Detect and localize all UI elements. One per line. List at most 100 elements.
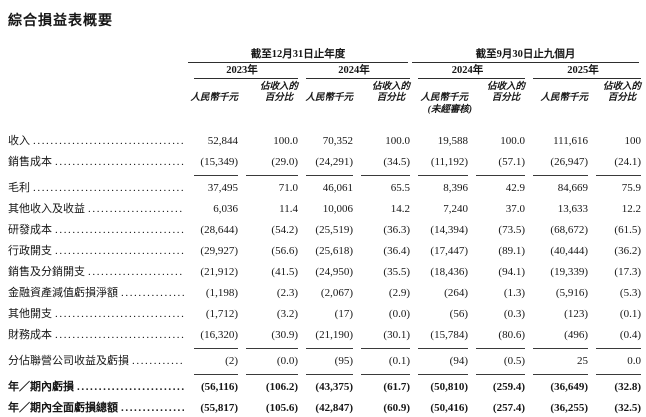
column-rule [596, 348, 641, 349]
table-row: 其他開支 (1,712) (3.2) (17) (0.0) (56) (0.3) (123)… [8, 304, 646, 325]
table-header: 截至12月31日止年度 2023年 人民幣千元 佔收入的 百分比 20 [8, 48, 646, 116]
cell-amount: (496) [564, 329, 588, 341]
cell-percent: 100.0 [385, 135, 410, 147]
cell-percent: (0.1) [388, 355, 410, 367]
cell-percent: 71.0 [278, 182, 298, 194]
cell-percent: (0.5) [503, 355, 525, 367]
cell-amount: (11,192) [430, 156, 468, 168]
cell-amount: (36,649) [550, 381, 588, 393]
dot-leader [88, 262, 184, 283]
row-label-text: 收入 [8, 135, 30, 147]
dot-leader [88, 199, 184, 220]
cell-percent: (35.5) [383, 266, 410, 278]
group-rule [188, 62, 408, 63]
cell-percent: (0.1) [619, 308, 641, 320]
cell-amount: (50,810) [430, 381, 468, 393]
column-rule [306, 374, 353, 375]
cell-amount: (14,394) [430, 224, 468, 236]
cell-amount: 19,588 [437, 135, 468, 147]
percent-header: 佔收入的 百分比 [371, 82, 410, 103]
row-label-text: 金融資產減值虧損淨額 [8, 287, 118, 299]
cell-amount: (1,712) [205, 308, 238, 320]
column-rule [476, 175, 525, 176]
cell-percent: (24.1) [614, 156, 641, 168]
cell-amount: (42,847) [315, 402, 353, 414]
period-groups: 截至12月31日止年度 2023年 人民幣千元 佔收入的 百分比 20 [186, 48, 641, 116]
period-group-label: 截至12月31日止年度 [250, 49, 346, 60]
row-label-text: 研發成本 [8, 224, 52, 236]
cell-amount: (5,916) [555, 287, 588, 299]
label-column-spacer [8, 48, 186, 116]
row-label-text: 銷售成本 [8, 156, 52, 168]
cell-percent: 75.9 [621, 182, 641, 194]
cell-amount: (17,447) [430, 245, 468, 257]
row-rule [8, 372, 646, 377]
cell-percent: (80.6) [498, 329, 525, 341]
table-row: 其他收入及收益 6,036 11.4 10,006 14.2 7,240 37.0 13,6… [8, 199, 646, 220]
table-row: 行政開支 (29,927) (56.6) (25,618) (36.4) (17,447… [8, 241, 646, 262]
cell-amount: (26,947) [550, 156, 588, 168]
cell-amount: (21,190) [315, 329, 353, 341]
cell-amount: 46,061 [322, 182, 353, 194]
amount-header: 人民幣千元 [305, 93, 353, 103]
cell-percent: (17.3) [614, 266, 641, 278]
column-rule [246, 348, 298, 349]
cell-percent: (0.0) [388, 308, 410, 320]
cell-amount: (55,817) [200, 402, 238, 414]
column-rule [306, 175, 353, 176]
row-label: 其他收入及收益 [8, 199, 186, 220]
year-column-2023: 2023年 人民幣千元 佔收入的 百分比 [186, 63, 298, 104]
cell-amount: 10,006 [322, 203, 353, 215]
cell-percent: 11.4 [279, 203, 298, 215]
cell-amount: 52,844 [207, 135, 238, 147]
cell-percent: (2.9) [388, 287, 410, 299]
amount-header: 人民幣千元 [420, 93, 468, 103]
year-column-2025-9m: 2025年 人民幣千元 佔收入的 百分比 [525, 63, 641, 116]
cell-percent: (61.5) [614, 224, 641, 236]
row-label-text: 其他開支 [8, 308, 52, 320]
column-rule [418, 348, 468, 349]
cell-percent: (54.2) [271, 224, 298, 236]
row-label-text: 銷售及分銷開支 [8, 266, 85, 278]
cell-amount: (264) [444, 287, 468, 299]
dot-leader [33, 178, 184, 199]
cell-amount: 7,240 [443, 203, 468, 215]
table-row: 金融資產減值虧損淨額 (1,198) (2.3) (2,067) (2.9) (264)… [8, 283, 646, 304]
cell-amount: (43,375) [315, 381, 353, 393]
cell-amount: (95) [334, 355, 353, 367]
column-rule [194, 175, 238, 176]
cell-percent: (61.7) [383, 381, 410, 393]
period-group-nine-months: 截至9月30日止九個月 2024年 人民幣千元 佔收入的 百分比 (未經審核) [410, 48, 641, 116]
cell-percent: (32.5) [614, 402, 641, 414]
column-rule [361, 348, 410, 349]
cell-amount: 8,396 [443, 182, 468, 194]
cell-amount: 6,036 [213, 203, 238, 215]
cell-percent: (36.2) [614, 245, 641, 257]
amount-header: 人民幣千元 [540, 93, 588, 103]
cell-amount: (15,349) [200, 156, 238, 168]
table-row: 年／期內虧損 (56,116) (106.2) (43,375) (61.7) (50,… [8, 377, 646, 398]
cell-amount: 111,616 [553, 135, 588, 147]
dot-leader [121, 398, 184, 417]
amount-header: 人民幣千元 [190, 93, 238, 103]
cell-amount: (123) [564, 308, 588, 320]
cell-percent: (34.5) [383, 156, 410, 168]
row-label: 研發成本 [8, 220, 186, 241]
year-label: 2025年 [567, 65, 599, 76]
row-label: 收入 [8, 131, 186, 152]
cell-percent: 0.0 [627, 355, 641, 367]
cell-amount: (94) [449, 355, 468, 367]
cell-percent: (73.5) [498, 224, 525, 236]
row-label-text: 財務成本 [8, 329, 52, 341]
cell-amount: (24,950) [315, 266, 353, 278]
year-label: 2023年 [226, 65, 258, 76]
dot-leader [55, 241, 184, 262]
year-column-2024-9m: 2024年 人民幣千元 佔收入的 百分比 (未經審核) [410, 63, 525, 116]
dot-leader [55, 304, 184, 325]
column-rule [596, 175, 641, 176]
row-label: 年／期內全面虧損總額 [8, 398, 186, 417]
dot-leader [77, 377, 184, 398]
table-row: 銷售及分銷開支 (21,912) (41.5) (24,950) (35.5) (18,… [8, 262, 646, 283]
percent-header: 佔收入的 百分比 [486, 82, 525, 103]
